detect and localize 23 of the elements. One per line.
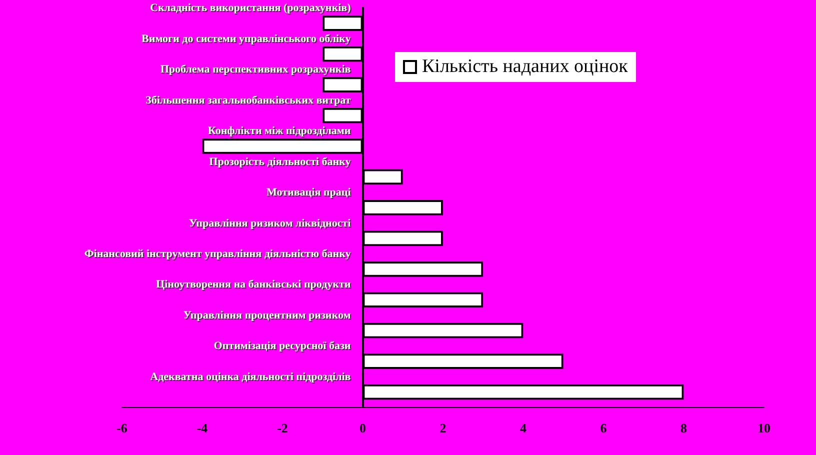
y-tick-label: Збільшення загальнобанківських витрат: [146, 94, 352, 106]
x-tick-label: 0: [360, 420, 366, 436]
y-tick-label: Вимоги до системи управлінського обліку: [142, 32, 352, 45]
y-tick-label: Управління процентним ризиком: [183, 309, 352, 322]
x-tick-label: -2: [277, 420, 288, 436]
legend-label: Кількість наданих оцінок: [422, 56, 628, 78]
y-tick-label: Проблема перспективних розрахунків: [160, 64, 351, 76]
y-tick-label: Фінансовий інструмент управління діяльністю банку: [84, 248, 352, 260]
y-tick-label: Управління ризиком ліквідності: [188, 217, 351, 230]
y-tick-label: Конфлікти між підрозділами: [208, 125, 352, 138]
y-tick-label: Оптимізація ресурсної бази: [214, 340, 352, 352]
x-tick-label: 4: [520, 420, 527, 436]
y-tick-label: Адекватна оцінка діяльності підрозділів: [150, 370, 351, 383]
y-tick-label: Складність використання (розрахунків): [150, 2, 352, 14]
x-tick-label: 8: [680, 420, 688, 436]
x-tick-label: -6: [116, 420, 128, 436]
x-tick-label: 6: [600, 420, 608, 436]
y-tick-label: Ціноутворення на банківські продукти: [156, 278, 352, 291]
x-tick-label: 2: [440, 420, 446, 436]
x-tick-label: -4: [196, 420, 208, 436]
y-tick-label: Мотивація праці: [266, 186, 351, 199]
x-tick-label: 10: [758, 420, 770, 436]
y-tick-label: Прозорість діяльності банку: [209, 156, 352, 168]
